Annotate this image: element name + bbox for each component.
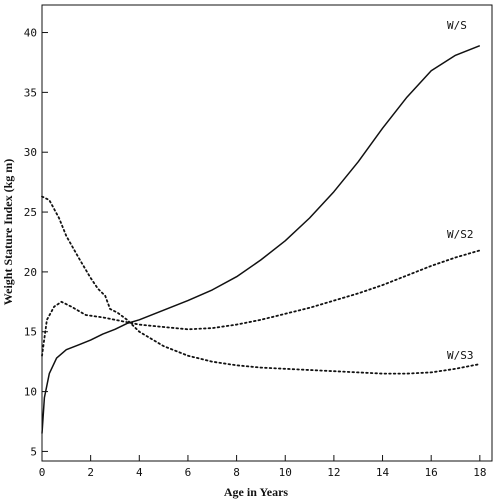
- series-label-w-s2: W/S2: [447, 228, 474, 241]
- plot-frame: [41, 4, 493, 462]
- y-tick-label: 20: [24, 266, 37, 279]
- y-tick-label: 30: [24, 146, 37, 159]
- series-line-w-s: [41, 45, 481, 434]
- y-tick-label: 40: [24, 27, 37, 40]
- x-axis-title: Age in Years: [224, 485, 289, 499]
- y-tick-label: 5: [30, 445, 37, 458]
- x-tick-label: 2: [87, 466, 94, 479]
- series-label-w-s: W/S: [447, 19, 467, 32]
- x-tick-label: 14: [376, 466, 390, 479]
- y-tick-label: 25: [24, 206, 37, 219]
- x-tick-label: 16: [425, 466, 438, 479]
- x-tick-label: 8: [233, 466, 240, 479]
- x-tick-label: 18: [473, 466, 486, 479]
- x-tick-label: 10: [279, 466, 292, 479]
- series-line-w-s2: [41, 249, 481, 357]
- x-tick-label: 12: [327, 466, 340, 479]
- series-lines: [41, 45, 481, 434]
- x-tick-label: 6: [185, 466, 192, 479]
- x-tick-label: 0: [39, 466, 46, 479]
- series-line-w-s3: [41, 195, 481, 375]
- x-tick-label: 4: [136, 466, 143, 479]
- y-tick-label: 35: [24, 86, 37, 99]
- y-axis: 5 10 15 20 25 30 35 40: [24, 27, 48, 458]
- series-label-w-s3: W/S3: [447, 349, 474, 362]
- y-tick-label: 15: [24, 326, 37, 339]
- x-axis: 0 2 4 6 8 10 12 14 16 18: [39, 455, 486, 479]
- y-tick-label: 10: [24, 386, 37, 399]
- y-axis-title: Weight Stature Index (kg m): [1, 159, 15, 305]
